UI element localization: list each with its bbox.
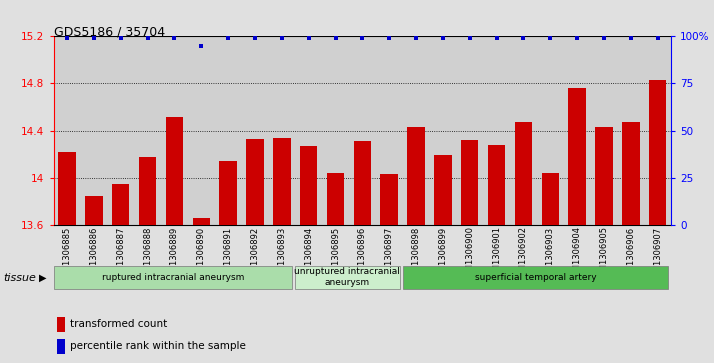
Bar xyxy=(166,117,183,225)
Point xyxy=(330,35,341,41)
Bar xyxy=(139,157,156,225)
Bar xyxy=(57,317,65,332)
Point xyxy=(249,35,261,41)
Text: ▶: ▶ xyxy=(39,273,47,283)
Bar xyxy=(461,140,478,225)
Point xyxy=(598,35,610,41)
Bar xyxy=(300,146,318,225)
Text: ruptured intracranial aneurysm: ruptured intracranial aneurysm xyxy=(101,273,244,282)
Point xyxy=(383,35,395,41)
Bar xyxy=(59,152,76,225)
Bar xyxy=(595,127,613,225)
Point xyxy=(357,35,368,41)
FancyBboxPatch shape xyxy=(54,266,292,289)
Point xyxy=(545,35,556,41)
Bar xyxy=(353,141,371,225)
FancyBboxPatch shape xyxy=(403,266,668,289)
FancyBboxPatch shape xyxy=(295,266,400,289)
Bar xyxy=(219,162,237,225)
Point xyxy=(303,35,314,41)
Point xyxy=(571,35,583,41)
Text: GDS5186 / 35704: GDS5186 / 35704 xyxy=(54,25,165,38)
Point xyxy=(61,35,73,41)
Point xyxy=(276,35,288,41)
Bar xyxy=(381,174,398,225)
Point xyxy=(411,35,422,41)
Bar xyxy=(622,122,640,225)
Bar xyxy=(515,122,532,225)
Point xyxy=(222,35,233,41)
Text: superficial temporal artery: superficial temporal artery xyxy=(475,273,596,282)
Bar xyxy=(246,139,263,225)
Bar xyxy=(85,196,103,225)
Bar xyxy=(434,155,452,225)
Point xyxy=(169,35,180,41)
Bar xyxy=(112,184,129,225)
Point xyxy=(88,35,99,41)
Point xyxy=(196,43,207,49)
Bar xyxy=(649,80,666,225)
Bar xyxy=(568,88,586,225)
Point xyxy=(518,35,529,41)
Bar xyxy=(273,138,291,225)
Text: percentile rank within the sample: percentile rank within the sample xyxy=(70,341,246,351)
Point xyxy=(142,35,154,41)
Text: unruptured intracranial
aneurysm: unruptured intracranial aneurysm xyxy=(294,268,401,287)
Bar xyxy=(488,145,506,225)
Point xyxy=(491,35,503,41)
Text: tissue: tissue xyxy=(4,273,36,283)
Point xyxy=(464,35,476,41)
Bar xyxy=(542,173,559,225)
Bar xyxy=(407,127,425,225)
Point xyxy=(625,35,637,41)
Point xyxy=(652,35,663,41)
Point xyxy=(437,35,448,41)
Bar xyxy=(193,218,210,225)
Text: transformed count: transformed count xyxy=(70,319,168,330)
Bar xyxy=(327,173,344,225)
Bar xyxy=(57,339,65,354)
Point xyxy=(115,35,126,41)
